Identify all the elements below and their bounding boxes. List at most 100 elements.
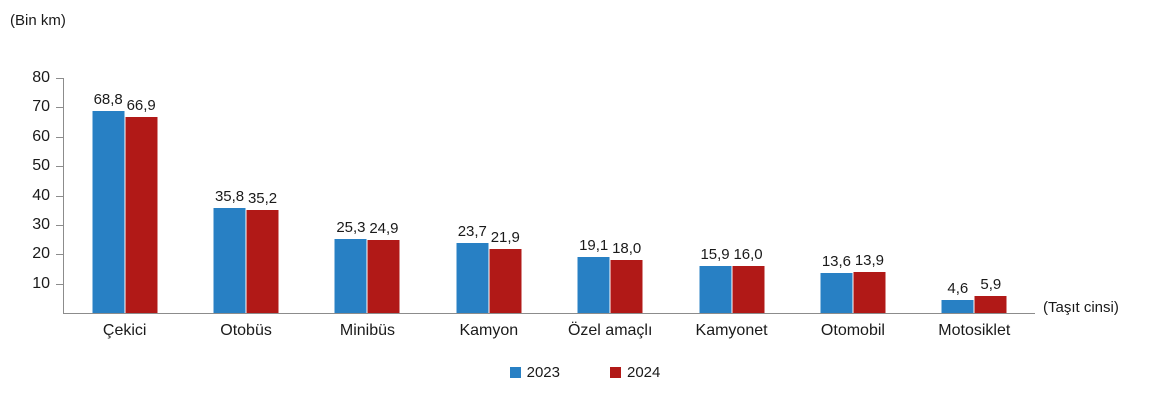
bar-group-3: 25,3 24,9	[307, 78, 428, 313]
bar-value-label: 23,7	[457, 223, 487, 241]
legend-label-2024: 2024	[627, 364, 661, 381]
legend-item-2024: 2024	[610, 364, 660, 381]
y-tick-label-10: 10	[32, 274, 50, 292]
bar-column-2024: 5,9	[974, 275, 1007, 313]
x-axis-category-labels: Çekici Otobüs Minibüs Kamyon Özel amaçlı Kamy…	[64, 322, 1035, 340]
bar-value-label: 15,9	[700, 246, 730, 264]
bar-2024	[489, 248, 522, 313]
bar-column-2024: 13,9	[853, 252, 886, 313]
category-label-2: Otobüs	[220, 322, 272, 339]
bar-group-8: 4,6 5,9	[914, 78, 1035, 313]
y-tick-mark-10	[56, 283, 63, 285]
legend-item-2023: 2023	[509, 364, 560, 381]
bar-group-4: 23,7 21,9	[428, 78, 549, 313]
bar-column-2023: 15,9	[699, 246, 732, 313]
bar-value-label: 24,9	[369, 219, 399, 237]
bar-2023	[334, 238, 367, 313]
y-tick-label-50: 50	[32, 157, 50, 175]
bar-pair: 23,7 21,9	[456, 223, 522, 313]
bar-2024	[367, 239, 400, 313]
bar-column-2024: 24,9	[367, 219, 400, 313]
bar-column-2023: 19,1	[577, 236, 610, 313]
bar-column-2024: 18,0	[610, 240, 643, 313]
y-tick-label-70: 70	[32, 98, 50, 116]
bar-2023	[577, 256, 610, 313]
y-tick-label-20: 20	[32, 245, 50, 263]
y-axis-unit-label: (Bin km)	[10, 12, 66, 29]
bar-value-label: 13,9	[854, 252, 885, 270]
bar-pair: 13,6 13,9	[820, 252, 886, 313]
bar-column-2023: 35,8	[213, 187, 246, 313]
bar-group-6: 15,9 16,0	[671, 78, 792, 313]
category-label-5: Özel amaçlı	[567, 322, 653, 339]
category-label-4: Kamyon	[459, 322, 519, 339]
bar-group-5: 19,1 18,0	[550, 78, 671, 313]
bar-group-1: 68,8 66,9	[64, 78, 185, 313]
y-tick-mark-20	[56, 254, 63, 256]
x-axis-line	[63, 313, 1035, 314]
bar-2024	[974, 295, 1007, 313]
bar-column-2024: 66,9	[125, 96, 158, 313]
bar-2023	[92, 110, 125, 313]
bar-column-2023: 4,6	[941, 279, 974, 313]
bar-value-label: 21,9	[490, 228, 520, 246]
plot-area: 68,8 66,9 35,8 35,2 25,3 24,9 23,7 21,9 19,1 18,0…	[64, 78, 1035, 313]
bar-pair: 4,6 5,9	[941, 275, 1007, 313]
bar-pair: 25,3 24,9	[334, 218, 400, 313]
bar-pair: 35,8 35,2	[213, 187, 279, 313]
category-label-6: Kamyonet	[695, 322, 768, 339]
y-tick-label-80: 80	[32, 69, 50, 86]
bar-2023	[820, 273, 853, 313]
y-tick-mark-30	[56, 224, 63, 226]
bar-value-label: 16,0	[733, 246, 763, 263]
bar-pair: 15,9 16,0	[699, 246, 765, 313]
y-tick-mark-40	[56, 195, 63, 197]
y-tick-label-30: 30	[32, 215, 50, 233]
bar-value-label: 25,3	[336, 218, 366, 236]
bar-group-7: 13,6 13,9	[792, 78, 913, 313]
category-label-3: Minibüs	[339, 322, 395, 339]
bar-group-2: 35,8 35,2	[185, 78, 306, 313]
bar-value-label: 66,9	[126, 96, 156, 114]
y-tick-mark-70	[56, 107, 63, 109]
bar-value-label: 13,6	[821, 253, 852, 271]
bar-column-2024: 16,0	[732, 246, 765, 313]
category-label-8: Motosiklet	[938, 322, 1011, 339]
bar-column-2024: 21,9	[489, 228, 522, 313]
bar-value-label: 18,0	[612, 240, 642, 258]
bar-2024	[853, 272, 886, 313]
bar-pair: 68,8 66,9	[92, 91, 158, 313]
bar-2024	[125, 116, 158, 313]
y-tick-label-60: 60	[32, 127, 50, 145]
bar-column-2023: 13,6	[820, 253, 853, 313]
x-axis-unit-label: (Taşıt cinsi)	[1043, 299, 1119, 316]
bar-2024	[246, 209, 279, 313]
bar-2023	[213, 207, 246, 313]
bar-2023	[941, 299, 974, 313]
bar-column-2023: 23,7	[456, 223, 489, 313]
bar-2023	[456, 243, 489, 313]
bar-value-label: 19,1	[579, 236, 609, 254]
bar-value-label: 35,2	[247, 189, 278, 207]
y-tick-mark-80	[56, 78, 63, 79]
y-tick-mark-50	[56, 166, 63, 168]
category-label-7: Otomobil	[820, 322, 885, 339]
bar-value-label: 5,9	[980, 275, 1002, 293]
legend: 2023 2024	[0, 364, 1170, 381]
bar-2023	[699, 266, 732, 313]
legend-label-2023: 2023	[526, 364, 560, 381]
y-tick-mark-60	[56, 136, 63, 138]
legend-swatch-2023	[509, 367, 521, 378]
y-tick-label-40: 40	[32, 186, 50, 204]
bar-2024	[732, 266, 765, 313]
bar-value-label: 35,8	[214, 187, 245, 205]
bar-value-label: 4,6	[947, 279, 969, 297]
bar-column-2024: 35,2	[246, 189, 279, 313]
legend-swatch-2024	[610, 367, 621, 378]
category-label-1: Çekici	[102, 322, 147, 339]
bar-2024	[610, 260, 643, 313]
y-axis-line	[63, 78, 64, 313]
bar-pair: 19,1 18,0	[577, 236, 643, 313]
bar-column-2023: 25,3	[334, 218, 367, 313]
